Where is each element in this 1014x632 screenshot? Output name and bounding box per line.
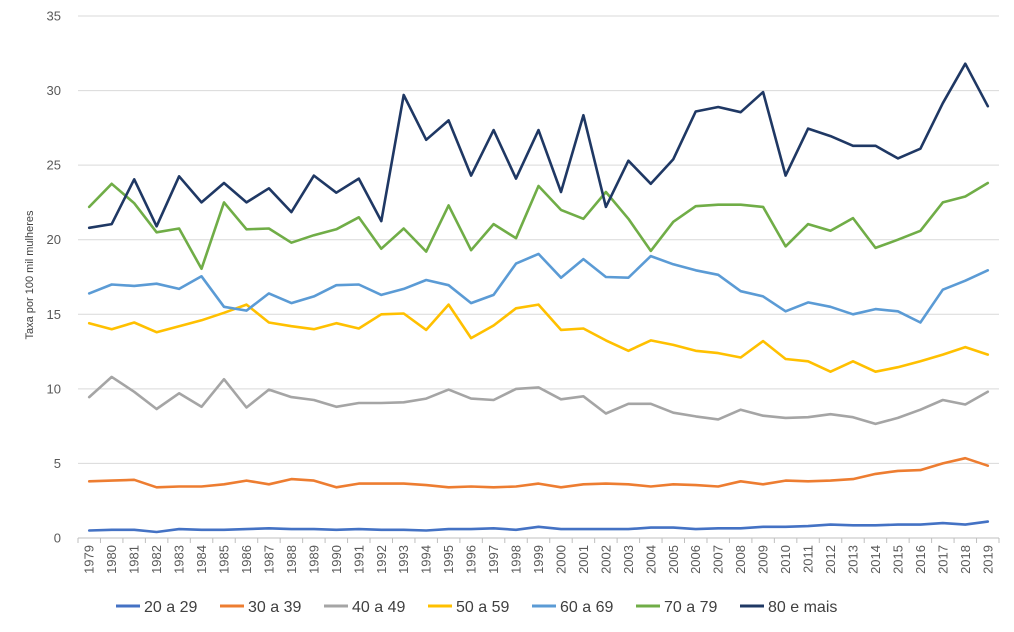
x-tick-label: 2019 xyxy=(980,545,995,574)
y-tick-label: 5 xyxy=(54,456,61,471)
x-tick-label: 1997 xyxy=(486,545,501,574)
x-tick-label: 1983 xyxy=(172,545,187,574)
x-tick-label: 1986 xyxy=(239,545,254,574)
x-tick-label: 1989 xyxy=(306,545,321,574)
x-tick-label: 1994 xyxy=(419,545,434,574)
series-line-5 xyxy=(87,181,990,271)
x-axis-ticks: 1979 1980 1981 1982 1983 1984 1985 1986 1987 1988… xyxy=(77,538,1000,574)
x-tick-label: 1982 xyxy=(149,545,164,574)
series-line-6 xyxy=(87,62,990,230)
y-tick-label: 30 xyxy=(47,83,61,98)
gridlines xyxy=(78,15,999,539)
series-line-0 xyxy=(87,520,990,534)
x-tick-label: 1999 xyxy=(531,545,546,574)
x-tick-label: 2007 xyxy=(711,545,726,574)
legend-label-3: 50 a 59 xyxy=(456,599,509,616)
x-tick-label: 1984 xyxy=(194,545,209,574)
x-tick-label: 1995 xyxy=(441,545,456,574)
y-tick-label: 25 xyxy=(47,158,61,173)
x-tick-label: 1981 xyxy=(127,545,142,574)
legend-label-5: 70 a 79 xyxy=(664,599,717,616)
y-tick-label: 15 xyxy=(47,307,61,322)
y-axis-ticks: 0 5 10 15 20 25 30 35 xyxy=(47,9,61,546)
x-tick-label: 2012 xyxy=(823,545,838,574)
x-tick-label: 2017 xyxy=(935,545,950,574)
legend-label-2: 40 a 49 xyxy=(352,599,405,616)
x-tick-label: 1980 xyxy=(104,545,119,574)
x-tick-label: 2014 xyxy=(868,545,883,574)
y-tick-label: 10 xyxy=(47,381,61,396)
x-tick-label: 1979 xyxy=(82,545,97,574)
x-tick-label: 1996 xyxy=(464,545,479,574)
legend-label-1: 30 a 39 xyxy=(248,599,301,616)
x-tick-label: 1988 xyxy=(284,545,299,574)
x-tick-label: 2004 xyxy=(643,545,658,574)
x-tick-label: 2000 xyxy=(553,545,568,574)
x-tick-label: 1990 xyxy=(329,545,344,574)
legend-label-6: 80 e mais xyxy=(768,599,837,616)
legend: 20 a 29 30 a 39 40 a 49 50 a 59 60 a 69 70 a … xyxy=(116,599,837,616)
legend-label-4: 60 a 69 xyxy=(560,599,613,616)
x-tick-label: 2009 xyxy=(756,545,771,574)
series-line-1 xyxy=(87,456,990,489)
y-tick-label: 20 xyxy=(47,232,61,247)
x-tick-label: 2005 xyxy=(666,545,681,574)
x-tick-label: 2015 xyxy=(890,545,905,574)
x-tick-label: 1985 xyxy=(217,545,232,574)
x-tick-label: 2013 xyxy=(845,545,860,574)
x-tick-label: 2010 xyxy=(778,545,793,574)
x-tick-label: 2016 xyxy=(913,545,928,574)
y-tick-label: 35 xyxy=(47,9,61,24)
legend-label-0: 20 a 29 xyxy=(144,599,197,616)
x-tick-label: 2001 xyxy=(576,545,591,574)
x-tick-label: 1992 xyxy=(374,545,389,574)
y-tick-label: 0 xyxy=(54,531,61,546)
x-tick-label: 1987 xyxy=(261,545,276,574)
series-line-4 xyxy=(87,252,990,324)
x-tick-label: 2018 xyxy=(958,545,973,574)
x-tick-label: 1993 xyxy=(396,545,411,574)
x-tick-label: 2003 xyxy=(621,545,636,574)
series-line-3 xyxy=(87,303,990,374)
x-tick-label: 2011 xyxy=(801,545,816,573)
x-tick-label: 2008 xyxy=(733,545,748,574)
series-line-2 xyxy=(87,375,990,426)
series-lines xyxy=(87,62,990,534)
x-tick-label: 2002 xyxy=(598,545,613,574)
y-axis-label: Taxa por 100 mil mulheres xyxy=(24,210,36,340)
x-tick-label: 1991 xyxy=(351,545,366,574)
x-tick-label: 2006 xyxy=(688,545,703,574)
x-tick-label: 1998 xyxy=(509,545,524,574)
